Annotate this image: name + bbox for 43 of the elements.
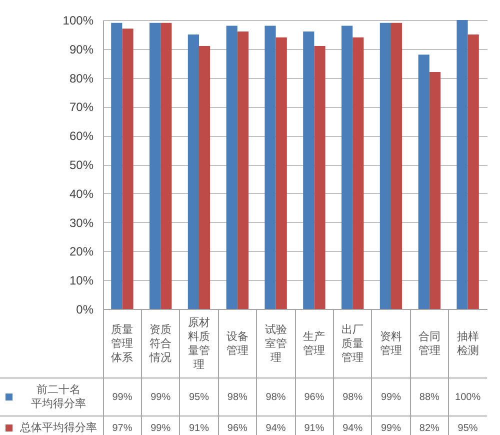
data-label: 95% <box>458 423 478 434</box>
x-tick-label: 生产管理 <box>303 330 326 357</box>
y-tick-label: 80% <box>69 71 94 86</box>
x-tick-label: 设备管理 <box>226 331 248 357</box>
data-label: 97% <box>112 423 132 434</box>
y-tick-label: 90% <box>69 42 94 56</box>
data-label: 99% <box>380 392 402 403</box>
data-label: 98% <box>342 392 363 403</box>
data-label: 91% <box>304 423 324 434</box>
data-label: 95% <box>188 392 210 403</box>
data-label: 91% <box>188 423 210 434</box>
data-label: 96% <box>227 423 248 434</box>
data-label: 99% <box>150 423 171 434</box>
y-tick-label: 50% <box>69 158 94 172</box>
data-label: 99% <box>150 392 171 403</box>
x-tick-label: 出厂质量管理 <box>342 323 364 364</box>
data-label: 96% <box>304 392 324 403</box>
y-tick-label: 60% <box>69 129 94 144</box>
x-tick-label: 抽样检测 <box>456 331 479 357</box>
data-label: 94% <box>342 423 363 434</box>
data-label: 98% <box>266 392 286 403</box>
y-tick-label: 30% <box>69 216 94 230</box>
x-tick-label: 质量管理体系 <box>111 323 134 364</box>
data-label: 82% <box>419 423 440 434</box>
legend-label: 总体平均得分率 <box>19 421 97 434</box>
x-tick-label: 原材料质量管理 <box>188 316 210 371</box>
x-tick-label: 资料管理 <box>380 330 402 357</box>
data-label: 99% <box>112 392 132 403</box>
y-tick-label: 0% <box>76 302 94 316</box>
data-label: 98% <box>227 392 248 403</box>
x-tick-label: 试验室管理 <box>264 323 287 364</box>
x-tick-label: 资质符合情况 <box>148 323 172 364</box>
y-tick-label: 10% <box>69 274 94 288</box>
y-tick-label: 20% <box>69 244 94 259</box>
data-label: 94% <box>266 423 286 434</box>
data-label: 99% <box>380 423 402 434</box>
y-tick-label: 40% <box>69 186 94 201</box>
data-label: 88% <box>419 392 440 403</box>
y-tick-label: 100% <box>62 14 94 28</box>
legend-label: 前二十名平均得分率 <box>31 383 86 410</box>
data-label: 100% <box>455 392 481 403</box>
y-tick-label: 70% <box>69 100 94 114</box>
x-tick-label: 合同管理 <box>418 330 440 357</box>
